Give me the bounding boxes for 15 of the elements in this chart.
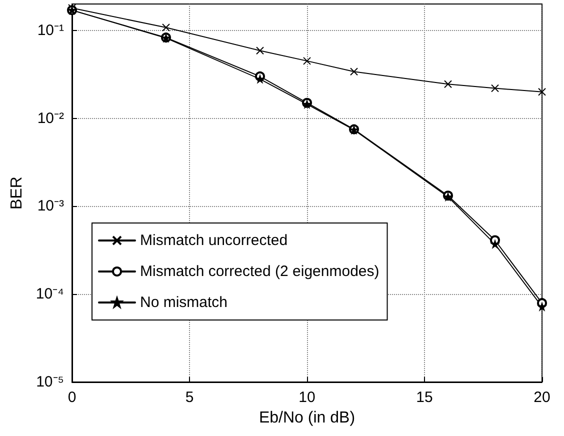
x-tick-label: 0 bbox=[68, 389, 76, 406]
legend-label: No mismatch bbox=[140, 294, 228, 311]
legend-label: Mismatch corrected (2 eigenmodes) bbox=[140, 263, 380, 280]
y-axis-title: BER bbox=[8, 176, 26, 210]
legend-label: Mismatch uncorrected bbox=[140, 232, 288, 249]
y-tick-label: 10⁻³ bbox=[37, 198, 64, 215]
x-tick-label: 20 bbox=[534, 389, 550, 406]
x-axis-title: Eb/No (in dB) bbox=[258, 409, 356, 426]
y-tick-label: 10⁻⁵ bbox=[36, 374, 64, 390]
y-tick-label: 10⁻⁴ bbox=[36, 286, 64, 303]
x-tick-label: 10 bbox=[298, 389, 316, 406]
x-tick-label: 15 bbox=[416, 389, 433, 406]
y-tick-label: 10⁻² bbox=[37, 110, 64, 127]
y-tick-label: 10⁻¹ bbox=[37, 22, 64, 39]
x-tick-label: 5 bbox=[185, 389, 194, 406]
